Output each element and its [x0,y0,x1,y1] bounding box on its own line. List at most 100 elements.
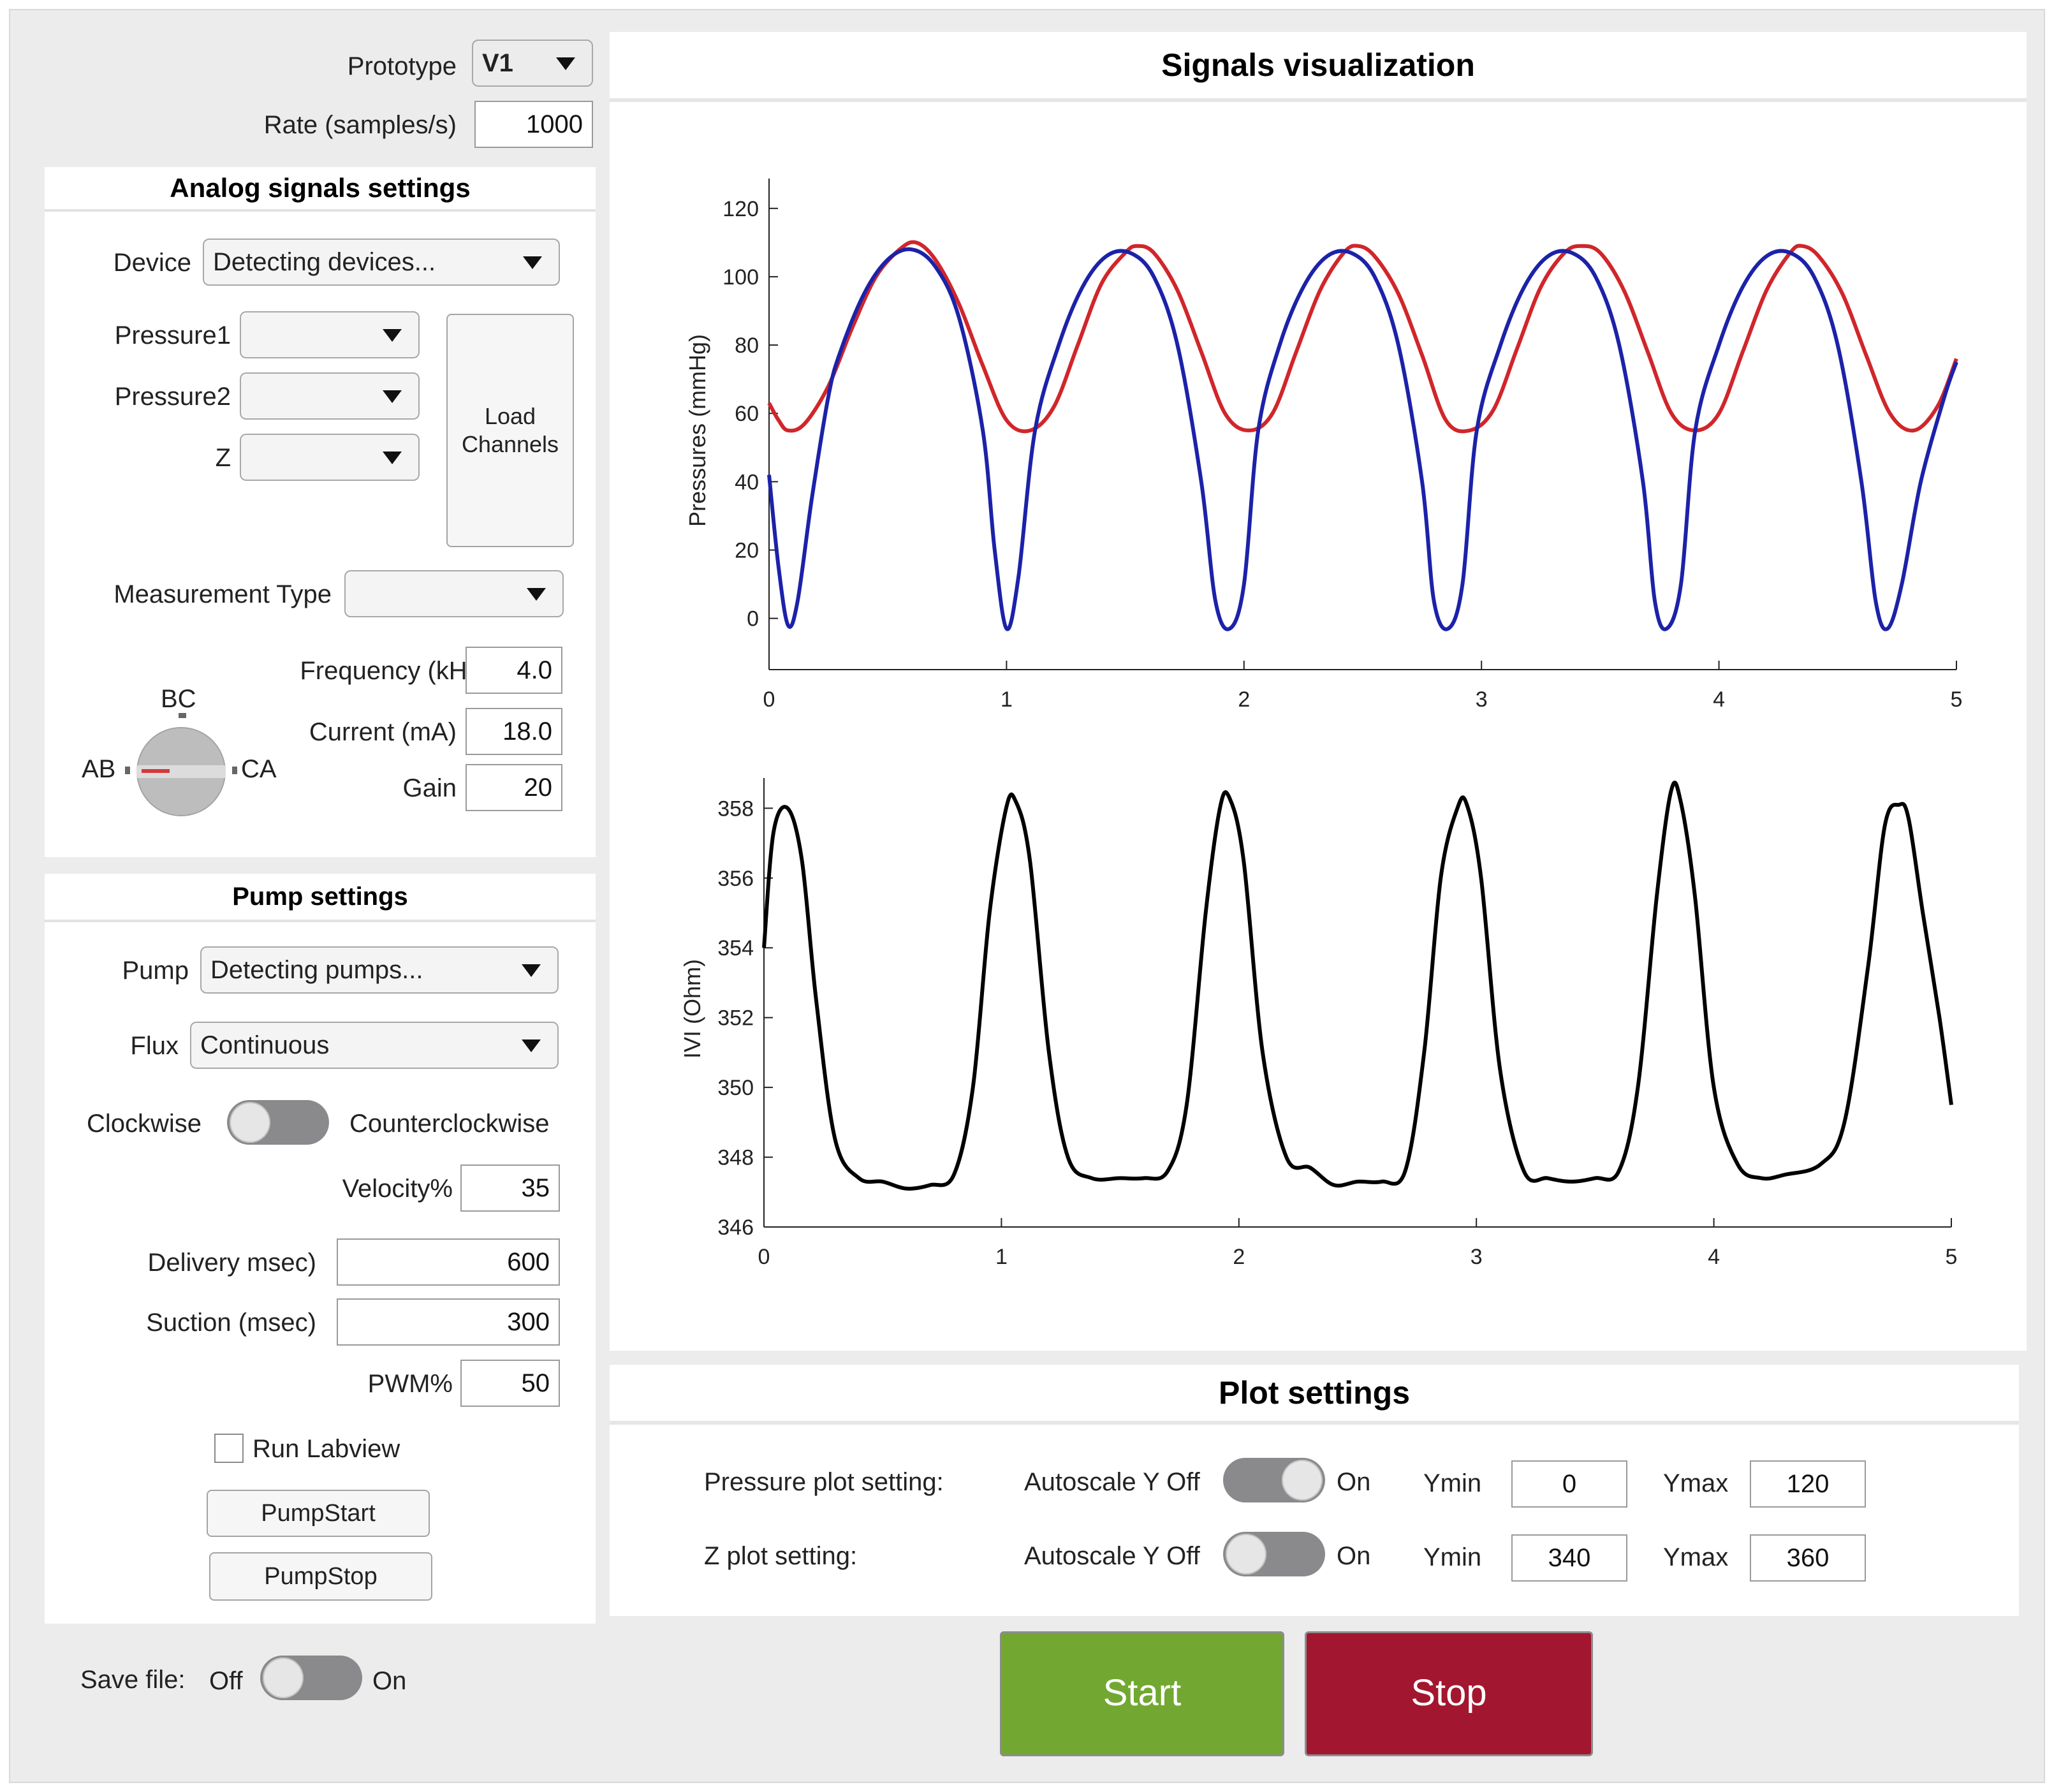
run-labview-checkbox[interactable] [214,1434,244,1463]
knob-label-ab: AB [82,755,116,783]
pwm-input[interactable]: 50 [460,1360,560,1407]
plot-settings-panel: Plot settings Pressure plot setting: Aut… [610,1365,2019,1616]
chevron-down-icon [527,588,546,601]
stop-button[interactable]: Stop [1305,1631,1593,1756]
signals-visualization-title: Signals visualization [610,32,2027,102]
pump-value: Detecting pumps... [210,956,423,984]
signals-charts: 0 1 2 3 4 5 0 20 40 60 80 100 120 Pressures (mmHg) 0 1 2… [679,179,1963,1269]
measurement-type-dropdown[interactable] [344,570,564,617]
pressure-ymin-input[interactable]: 0 [1511,1460,1627,1508]
chevron-down-icon [383,452,402,464]
gain-input[interactable]: 20 [466,764,562,811]
analog-settings-title: Analog signals settings [45,167,596,212]
save-file-toggle[interactable] [260,1656,362,1700]
direction-toggle[interactable] [227,1100,329,1145]
flux-value: Continuous [200,1031,330,1059]
z-ymax-input[interactable]: 360 [1750,1534,1866,1582]
current-input[interactable]: 18.0 [466,708,562,755]
chart1-x-tick-label: 1 [1001,687,1013,712]
measurement-type-label: Measurement Type [114,580,332,608]
pressure-plot-setting-label: Pressure plot setting: [704,1468,944,1496]
chart1-y-tick-label: 20 [735,539,759,563]
chevron-down-icon [556,57,575,70]
app-window: Prototype V1 Rate (samples/s) 1000 Analo… [9,9,2045,1783]
knob-label-ca: CA [241,755,277,783]
pressure2-dropdown[interactable] [240,372,420,420]
plot-settings-title: Plot settings [610,1365,2019,1425]
toggle-knob [1226,1534,1266,1575]
counterclockwise-label: Counterclockwise [349,1110,550,1138]
chevron-down-icon [523,256,542,269]
prototype-dropdown[interactable]: V1 [472,40,593,87]
save-off-label: Off [209,1667,243,1695]
device-dropdown[interactable]: Detecting devices... [203,239,560,286]
device-value: Detecting devices... [213,248,436,276]
velocity-input[interactable]: 35 [460,1164,560,1212]
delivery-input[interactable]: 600 [337,1238,560,1286]
pressure1-dropdown[interactable] [240,311,420,358]
prototype-value: V1 [482,49,513,77]
chart2-y-tick-label: 356 [717,867,754,891]
suction-label: Suction (msec) [146,1309,316,1337]
pump-dropdown[interactable]: Detecting pumps... [200,946,559,994]
pressure-ymin-label: Ymin [1423,1469,1482,1497]
prototype-label: Prototype [347,52,457,80]
chart1-y-tick-label: 100 [723,265,759,290]
load-channels-button[interactable]: Load Channels [446,314,574,547]
start-button[interactable]: Start [1000,1631,1284,1756]
pump-stop-button[interactable]: PumpStop [209,1552,432,1601]
chart2-y-tick-label: 352 [717,1006,754,1031]
chart2-x-tick-label: 5 [1946,1245,1958,1269]
pump-settings-title: Pump settings [45,874,596,922]
pump-settings-panel: Pump settings Pump Detecting pumps... Fl… [45,874,596,1624]
current-label: Current (mA) [309,718,457,746]
flux-label: Flux [130,1032,179,1060]
frequency-input[interactable]: 4.0 [466,647,562,694]
toggle-knob [230,1102,270,1143]
delivery-label: Delivery msec) [147,1249,316,1277]
chart1-x-tick-label: 5 [1951,687,1963,712]
knob-tick-ab [125,767,130,774]
device-label: Device [113,249,191,277]
flux-dropdown[interactable]: Continuous [190,1022,559,1069]
chevron-down-icon [383,329,402,342]
chart2-x-tick-label: 1 [995,1245,1008,1269]
chart2-x-tick-label: 0 [758,1245,770,1269]
z-autoscale-toggle[interactable] [1223,1532,1325,1576]
chart2-y-tick-label: 348 [717,1146,754,1170]
chart1-y-tick-label: 120 [723,197,759,221]
rate-input[interactable]: 1000 [474,101,593,148]
chart1-y-tick-label: 0 [747,607,759,631]
z-ymin-label: Ymin [1423,1543,1482,1571]
signals-visualization-panel: Signals visualization 0 1 2 3 4 5 0 20 40 60 80 100… [610,32,2027,1351]
chart2-x-tick-label: 2 [1233,1245,1245,1269]
toggle-knob [1282,1460,1323,1501]
rotary-selector-knob[interactable] [136,727,226,816]
knob-tick-bc [179,713,186,718]
chart2-y-tick-label: 346 [717,1215,754,1240]
toggle-knob [263,1657,304,1698]
run-labview-label: Run Labview [253,1435,400,1463]
chart1-x-tick-label: 4 [1713,687,1725,712]
pressure-ymax-input[interactable]: 120 [1750,1460,1866,1508]
z-ymin-input[interactable]: 340 [1511,1534,1627,1582]
chevron-down-icon [522,964,541,977]
gain-label: Gain [402,774,457,802]
chevron-down-icon [522,1039,541,1052]
knob-pointer-bar [136,765,226,778]
chart2-x-tick-label: 3 [1471,1245,1483,1269]
chart1-x-tick-label: 2 [1238,687,1250,712]
suction-input[interactable]: 300 [337,1298,560,1346]
z-dropdown[interactable] [240,434,420,481]
chart1-x-tick-label: 3 [1476,687,1488,712]
chart1-x-tick-label: 0 [763,687,775,712]
chart1-series-2-line [767,247,1958,631]
frequency-label: Frequency (kHz) [300,657,488,685]
pump-start-button[interactable]: PumpStart [207,1490,430,1537]
pressure-autoscale-toggle[interactable] [1223,1458,1325,1502]
clockwise-label: Clockwise [87,1110,202,1138]
pressure-ymax-label: Ymax [1663,1469,1729,1497]
chart2-series-1-line [762,781,1953,1191]
chart2-x-tick-label: 4 [1708,1245,1720,1269]
chart1-series-1-line [767,240,1958,434]
